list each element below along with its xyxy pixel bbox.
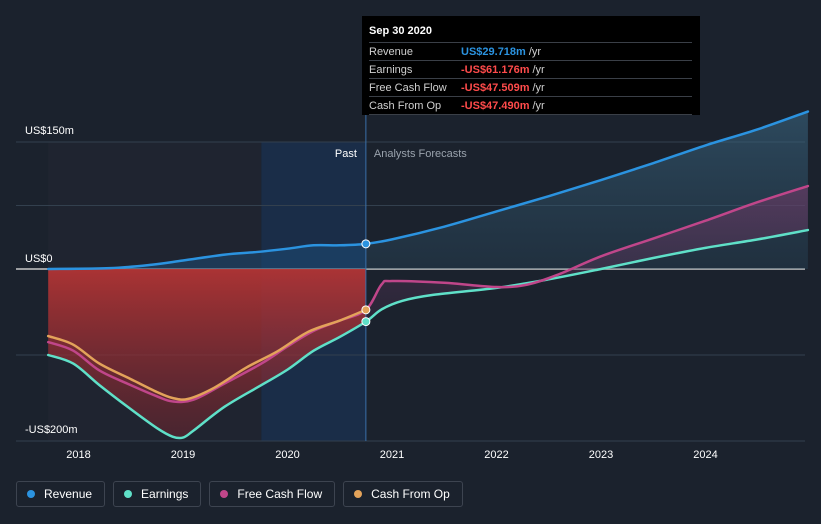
tooltip-row-value: -US$47.509m [461,81,530,94]
tooltip-row-value: US$29.718m [461,45,526,58]
y-axis-label: US$150m [25,125,74,137]
tooltip-date: Sep 30 2020 [369,25,432,37]
tooltip-row-label: Earnings [369,63,413,76]
forecast-label: Analysts Forecasts [374,148,467,160]
tooltip-row: Cash From Op -US$47.490m/yr [369,96,692,115]
revenue-marker [361,239,371,249]
x-axis-tick: 2023 [589,449,613,461]
cash-from-op-marker [361,305,371,315]
legend-item-earnings[interactable]: Earnings [113,481,202,507]
y-axis-label: US$0 [25,253,53,265]
tooltip-row-label: Cash From Op [369,99,442,112]
x-axis-tick: 2024 [693,449,717,461]
tooltip-row: Free Cash Flow -US$47.509m/yr [369,78,692,96]
fcf-forecast-area [365,186,808,322]
x-axis-tick: 2021 [380,449,404,461]
tooltip-row-unit: /yr [528,45,542,58]
legend-dot-icon [354,490,363,498]
legend-label: Earnings [141,487,189,501]
legend-label: Free Cash Flow [237,487,323,501]
past-label: Past [335,148,357,160]
legend-label: Revenue [44,487,93,501]
x-axis-tick: 2022 [484,449,508,461]
earnings-marker [361,317,371,327]
tooltip-row-unit: /yr [532,81,545,94]
earnings-loss-area [48,269,366,439]
tooltip-row-unit: /yr [532,99,545,112]
legend-label: Cash From Op [371,487,450,501]
x-axis-tick: 2019 [171,449,195,461]
tooltip-row-unit: /yr [532,63,545,76]
cash-from-op-line [46,308,368,401]
legend-item-revenue[interactable]: Revenue [16,481,106,507]
tooltip-row-value: -US$61.176m [461,63,530,76]
legend-item-cash-from-op[interactable]: Cash From Op [343,481,463,507]
revenue-past-area [48,243,366,269]
tooltip-row-label: Free Cash Flow [369,81,447,94]
legend-item-free-cash-flow[interactable]: Free Cash Flow [209,481,336,507]
tooltip-row-label: Revenue [369,45,414,58]
tooltip-row: Revenue US$29.718m/yr [369,42,692,60]
legend: Revenue Earnings Free Cash Flow Cash From O… [16,481,463,507]
tooltip: Sep 30 2020 Revenue US$29.718m/yr Earnings… [362,16,700,115]
earnings-line [46,228,810,440]
legend-dot-icon [220,490,229,498]
x-axis-tick: 2018 [66,449,90,461]
tooltip-row: Earnings -US$61.176m/yr [369,60,692,78]
legend-dot-icon [27,490,35,498]
y-axis-label: -US$200m [25,424,78,436]
tooltip-row-value: -US$47.490m [461,99,530,112]
legend-dot-icon [124,490,133,498]
x-axis-tick: 2020 [275,449,299,461]
